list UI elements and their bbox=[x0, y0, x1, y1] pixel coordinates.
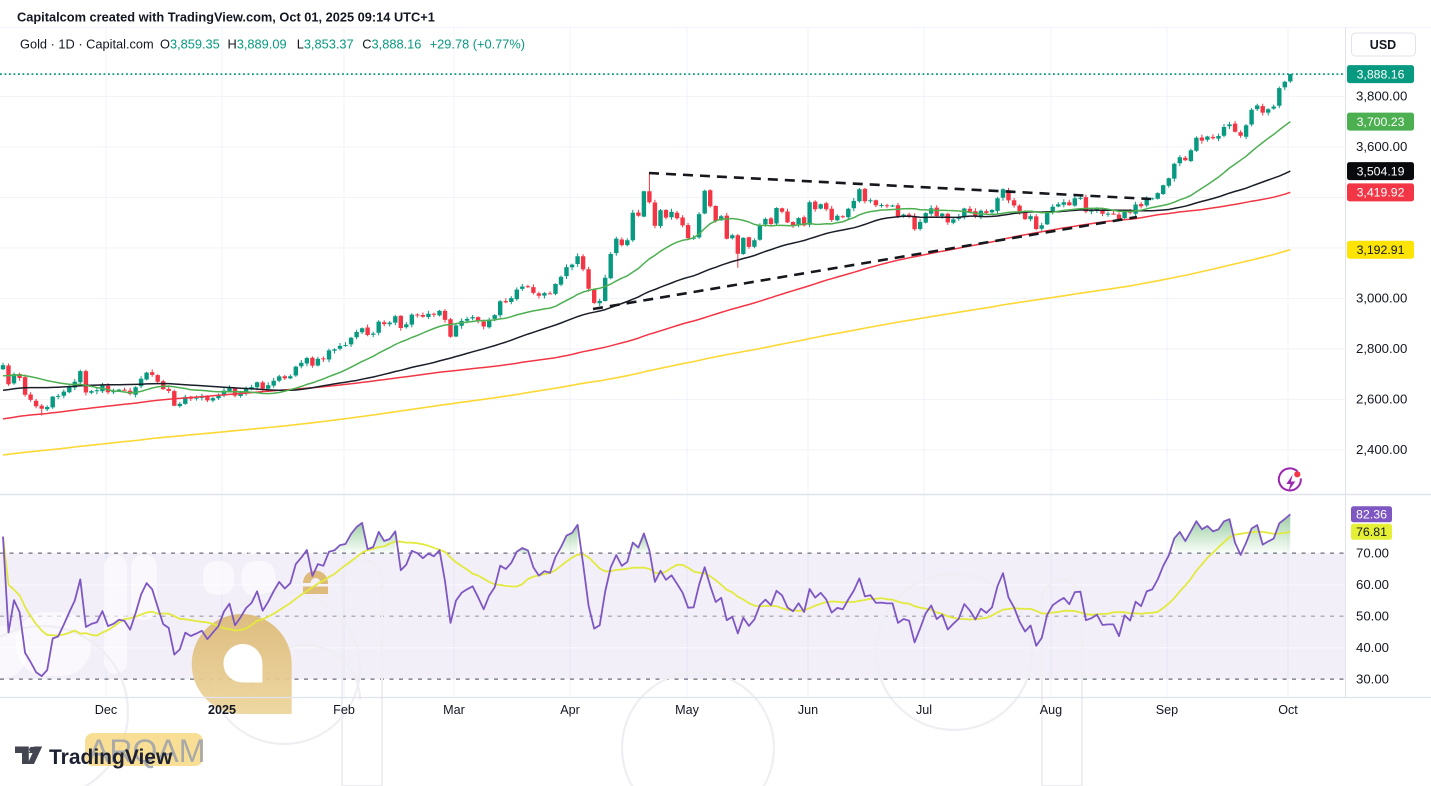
svg-text:3,888.16: 3,888.16 bbox=[1357, 67, 1405, 81]
svg-text:3,000.00: 3,000.00 bbox=[1356, 291, 1407, 306]
svg-text:2,800.00: 2,800.00 bbox=[1356, 341, 1407, 356]
svg-text:3,800.00: 3,800.00 bbox=[1356, 89, 1407, 104]
svg-text:USD: USD bbox=[1370, 38, 1396, 52]
svg-text:May: May bbox=[675, 703, 699, 717]
svg-text:3,504.19: 3,504.19 bbox=[1357, 164, 1405, 178]
svg-text:2025: 2025 bbox=[208, 703, 236, 717]
svg-text:Feb: Feb bbox=[333, 703, 355, 717]
svg-text:Mar: Mar bbox=[443, 703, 465, 717]
svg-text:3,419.92: 3,419.92 bbox=[1357, 186, 1405, 200]
svg-text:2,600.00: 2,600.00 bbox=[1356, 392, 1407, 407]
svg-text:3,192.91: 3,192.91 bbox=[1357, 243, 1405, 257]
svg-text:Aug: Aug bbox=[1040, 703, 1062, 717]
svg-text:60.00: 60.00 bbox=[1356, 577, 1389, 592]
svg-text:Dec: Dec bbox=[95, 703, 117, 717]
svg-text:2,400.00: 2,400.00 bbox=[1356, 442, 1407, 457]
svg-text:3,700.23: 3,700.23 bbox=[1357, 115, 1405, 129]
svg-text:40.00: 40.00 bbox=[1356, 640, 1389, 655]
svg-text:50.00: 50.00 bbox=[1356, 609, 1389, 624]
svg-text:Oct: Oct bbox=[1278, 703, 1298, 717]
svg-text:Jun: Jun bbox=[798, 703, 818, 717]
svg-text:Sep: Sep bbox=[1156, 703, 1178, 717]
svg-text:70.00: 70.00 bbox=[1356, 546, 1389, 561]
svg-text:30.00: 30.00 bbox=[1356, 672, 1389, 687]
svg-text:82.36: 82.36 bbox=[1356, 508, 1387, 522]
svg-text:ARQAM: ARQAM bbox=[88, 733, 205, 769]
svg-text:76.81: 76.81 bbox=[1356, 525, 1387, 539]
svg-text:TradingView: TradingView bbox=[49, 746, 173, 769]
svg-text:3,600.00: 3,600.00 bbox=[1356, 139, 1407, 154]
svg-text:Jul: Jul bbox=[916, 703, 932, 717]
svg-text:Apr: Apr bbox=[560, 703, 580, 717]
svg-text:Capitalcom created with Tradin: Capitalcom created with TradingView.com,… bbox=[17, 10, 435, 25]
